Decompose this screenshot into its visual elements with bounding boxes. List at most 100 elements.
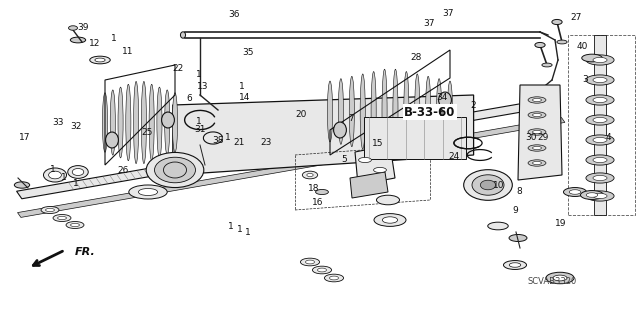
Ellipse shape	[163, 162, 186, 178]
Polygon shape	[355, 145, 395, 185]
Ellipse shape	[593, 97, 607, 102]
Ellipse shape	[317, 268, 326, 272]
Text: 11: 11	[122, 47, 134, 56]
Ellipse shape	[110, 90, 115, 155]
Ellipse shape	[172, 93, 177, 152]
Ellipse shape	[146, 152, 204, 188]
Ellipse shape	[393, 69, 398, 154]
Ellipse shape	[509, 234, 527, 241]
Text: 39: 39	[77, 23, 89, 32]
Text: 1: 1	[246, 228, 251, 237]
Polygon shape	[364, 117, 466, 159]
Ellipse shape	[593, 57, 607, 63]
Text: 1: 1	[196, 117, 201, 126]
Ellipse shape	[542, 63, 552, 67]
Ellipse shape	[95, 58, 105, 62]
Text: 34: 34	[436, 93, 447, 102]
Ellipse shape	[312, 266, 332, 274]
Ellipse shape	[586, 75, 614, 85]
Ellipse shape	[563, 188, 586, 197]
Text: 22: 22	[172, 64, 184, 73]
Ellipse shape	[586, 115, 614, 125]
Ellipse shape	[532, 130, 541, 134]
Ellipse shape	[488, 222, 508, 230]
Ellipse shape	[330, 276, 339, 280]
Ellipse shape	[70, 223, 79, 226]
Ellipse shape	[305, 260, 314, 264]
Text: 24: 24	[449, 152, 460, 161]
Ellipse shape	[41, 206, 59, 213]
Text: 38: 38	[212, 136, 223, 145]
Ellipse shape	[53, 214, 71, 221]
Text: 21: 21	[234, 138, 245, 147]
Ellipse shape	[49, 171, 61, 179]
Ellipse shape	[14, 182, 29, 188]
Ellipse shape	[528, 129, 546, 135]
Text: 6: 6	[186, 94, 191, 103]
Text: 36: 36	[228, 10, 239, 19]
Ellipse shape	[593, 193, 607, 198]
Ellipse shape	[528, 112, 546, 118]
Ellipse shape	[118, 87, 123, 158]
Polygon shape	[17, 118, 565, 218]
Text: 23: 23	[260, 138, 271, 147]
Text: 10: 10	[493, 181, 505, 189]
Bar	[594, 35, 607, 215]
Ellipse shape	[58, 216, 67, 219]
Ellipse shape	[90, 56, 110, 64]
Ellipse shape	[532, 161, 541, 165]
Text: 37: 37	[442, 9, 454, 18]
Text: 9: 9	[513, 206, 518, 215]
Ellipse shape	[586, 193, 598, 197]
Ellipse shape	[447, 81, 452, 142]
Ellipse shape	[382, 69, 387, 154]
Ellipse shape	[582, 54, 602, 62]
Ellipse shape	[300, 258, 319, 266]
Text: 35: 35	[243, 48, 254, 57]
Ellipse shape	[316, 189, 328, 195]
Ellipse shape	[328, 81, 333, 142]
Text: 13: 13	[196, 82, 208, 91]
Text: 4: 4	[605, 133, 611, 142]
Ellipse shape	[339, 79, 344, 144]
Ellipse shape	[472, 175, 504, 195]
Text: 2: 2	[471, 101, 476, 110]
Text: 1: 1	[61, 173, 67, 182]
Ellipse shape	[126, 84, 131, 161]
Text: 28: 28	[410, 53, 422, 62]
Text: SCVAB3320: SCVAB3320	[527, 278, 577, 286]
Ellipse shape	[157, 87, 162, 158]
Text: 19: 19	[555, 219, 566, 228]
Ellipse shape	[586, 191, 614, 201]
Text: 40: 40	[577, 42, 588, 51]
Ellipse shape	[164, 90, 170, 155]
Ellipse shape	[593, 117, 607, 122]
Ellipse shape	[504, 261, 527, 270]
Ellipse shape	[324, 274, 344, 282]
Ellipse shape	[593, 175, 607, 181]
Text: 25: 25	[141, 128, 153, 137]
Ellipse shape	[134, 81, 139, 164]
Text: 7: 7	[348, 114, 353, 122]
Ellipse shape	[371, 71, 376, 152]
Ellipse shape	[68, 166, 88, 178]
Ellipse shape	[72, 168, 84, 175]
Polygon shape	[350, 172, 388, 198]
Ellipse shape	[149, 84, 154, 161]
Circle shape	[307, 174, 313, 177]
Text: 1: 1	[196, 70, 201, 79]
Text: 30: 30	[525, 133, 537, 142]
Ellipse shape	[374, 167, 387, 173]
Text: 5: 5	[342, 155, 347, 164]
Ellipse shape	[553, 275, 567, 281]
Text: 15: 15	[372, 139, 383, 148]
Polygon shape	[17, 101, 540, 199]
Text: 17: 17	[19, 133, 30, 142]
Ellipse shape	[528, 160, 546, 166]
Ellipse shape	[436, 79, 442, 144]
Ellipse shape	[509, 263, 521, 267]
Text: 27: 27	[570, 13, 582, 22]
Circle shape	[302, 171, 317, 179]
Text: B-33-60: B-33-60	[404, 106, 456, 118]
Ellipse shape	[333, 122, 346, 138]
